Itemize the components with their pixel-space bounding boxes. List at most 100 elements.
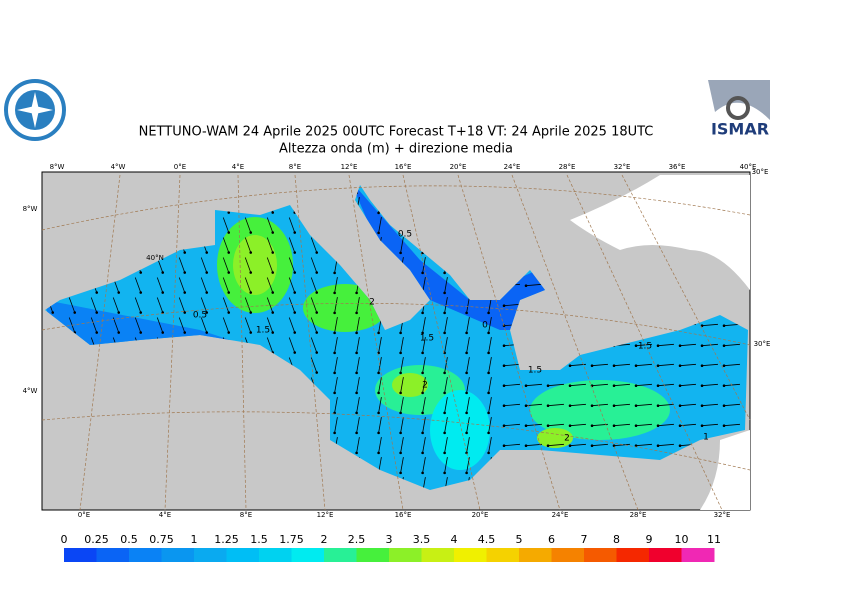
- direction-arrow: [378, 337, 382, 353]
- arrow-head: [355, 351, 358, 355]
- arrow-head: [139, 271, 143, 274]
- direction-arrow: [613, 443, 631, 447]
- direction-arrow: [444, 377, 448, 393]
- direction-arrow: [503, 363, 521, 367]
- direction-arrow: [466, 417, 470, 433]
- direction-arrow: [156, 317, 164, 333]
- arrow-head: [722, 424, 726, 427]
- legend-swatch: [64, 548, 97, 562]
- direction-arrow: [466, 357, 470, 373]
- arrow-head: [590, 424, 594, 427]
- contour-label: 2: [422, 381, 428, 391]
- direction-arrow: [613, 423, 631, 427]
- arrow-head: [443, 291, 446, 295]
- arrow-head: [421, 451, 424, 455]
- direction-arrow: [222, 317, 230, 333]
- contour-label: 1.5: [256, 326, 270, 336]
- direction-arrow: [701, 323, 719, 327]
- arrow-head: [634, 364, 638, 367]
- logo-right: ISMAR: [708, 78, 770, 140]
- lat-label: 4°W: [23, 387, 38, 395]
- arrow-head: [546, 424, 550, 427]
- arrow-head: [333, 291, 336, 295]
- contour-label: 1.5: [420, 334, 434, 344]
- direction-arrow: [266, 217, 274, 233]
- direction-arrow: [569, 383, 587, 387]
- direction-arrow: [701, 383, 719, 387]
- direction-arrow: [657, 343, 675, 347]
- arrow-head: [465, 431, 468, 435]
- direction-arrow: [310, 317, 318, 333]
- direction-arrow: [547, 423, 565, 427]
- direction-arrow: [244, 317, 252, 333]
- arrow-head: [139, 291, 143, 294]
- lon-label: 4°E: [159, 511, 171, 519]
- direction-arrow: [723, 323, 741, 327]
- legend-label: 4: [451, 533, 458, 546]
- arrow-head: [502, 364, 506, 367]
- arrow-head: [722, 364, 726, 367]
- direction-arrow: [547, 383, 565, 387]
- arrow-head: [465, 351, 468, 355]
- arrow-head: [271, 311, 275, 314]
- direction-arrow: [635, 363, 653, 367]
- legend-label: 2: [321, 533, 328, 546]
- direction-arrow: [723, 343, 741, 347]
- arrow-head: [421, 431, 424, 435]
- lon-label: 20°E: [472, 511, 489, 519]
- direction-arrow: [400, 457, 404, 473]
- direction-arrow: [244, 297, 252, 313]
- direction-arrow: [591, 363, 609, 367]
- legend-label: 3.5: [413, 533, 431, 546]
- arrow-head: [524, 424, 528, 427]
- direction-arrow: [112, 297, 120, 313]
- arrow-head: [139, 331, 143, 334]
- logo-left: [4, 79, 66, 141]
- arrow-head: [443, 311, 446, 315]
- arrow-head: [568, 364, 572, 367]
- arrow-head: [524, 404, 528, 407]
- direction-arrow: [400, 377, 404, 393]
- arrow-head: [678, 404, 682, 407]
- legend-label: 2.5: [348, 533, 366, 546]
- legend-label: 4.5: [478, 533, 496, 546]
- arrow-head: [700, 364, 704, 367]
- legend-label: 10: [675, 533, 689, 546]
- direction-arrow: [525, 383, 543, 387]
- legend-label: 9: [646, 533, 653, 546]
- contour-label: 2: [369, 298, 375, 308]
- direction-arrow: [635, 343, 653, 347]
- arrow-head: [271, 331, 275, 334]
- direction-arrow: [547, 403, 565, 407]
- arrow-head: [568, 404, 572, 407]
- direction-arrow: [488, 357, 492, 373]
- arrow-head: [465, 471, 468, 475]
- arrow-head: [722, 344, 726, 347]
- direction-arrow: [200, 257, 208, 273]
- arrow-head: [293, 331, 297, 334]
- arrow-head: [293, 231, 297, 234]
- direction-arrow: [378, 437, 382, 453]
- arrow-head: [205, 251, 209, 254]
- direction-arrow: [310, 297, 318, 313]
- legend-swatch: [356, 548, 390, 562]
- arrow-head: [95, 311, 99, 314]
- direction-arrow: [488, 437, 492, 453]
- direction-arrow: [422, 417, 426, 433]
- direction-arrow: [356, 337, 360, 353]
- arrow-head: [315, 351, 319, 354]
- legend-swatch: [486, 548, 520, 562]
- direction-arrow: [178, 297, 186, 313]
- direction-arrow: [356, 317, 360, 333]
- arrow-head: [315, 311, 319, 314]
- direction-arrow: [288, 317, 296, 333]
- direction-arrow: [679, 343, 697, 347]
- arrow-head: [355, 451, 358, 455]
- lon-label: 4°W: [111, 163, 126, 171]
- graticule: [41, 174, 751, 511]
- lon-label: 32°E: [714, 511, 731, 519]
- arrow-head: [722, 324, 726, 327]
- direction-arrow: [635, 403, 653, 407]
- arrow-head: [634, 424, 638, 427]
- lon-label: 16°E: [395, 163, 412, 171]
